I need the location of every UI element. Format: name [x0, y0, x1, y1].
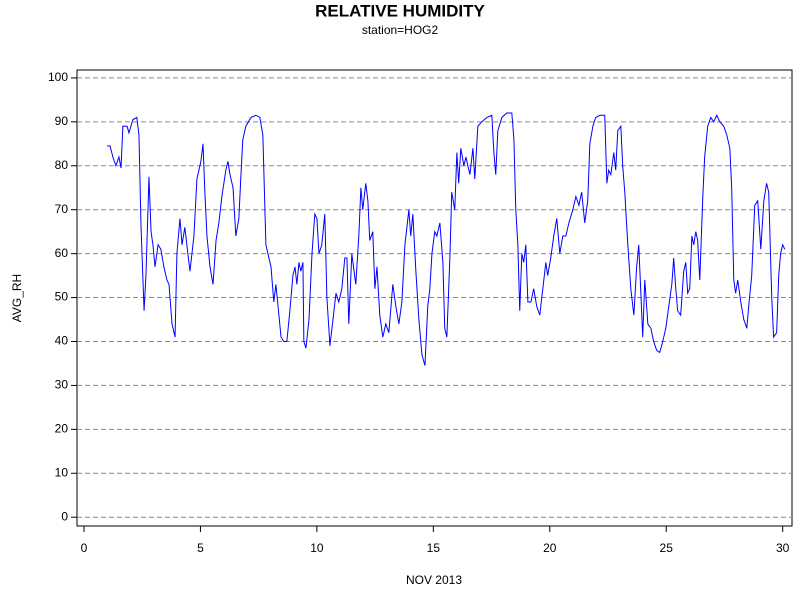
x-tick-label: 25 — [660, 541, 674, 555]
y-tick-label: 50 — [55, 290, 69, 304]
y-tick-label: 0 — [61, 509, 68, 523]
y-tick-label: 40 — [55, 334, 69, 348]
y-tick-label: 90 — [55, 114, 69, 128]
y-tick-label: 60 — [55, 246, 69, 260]
y-tick-label: 20 — [55, 422, 69, 436]
y-tick-label: 10 — [55, 465, 69, 479]
x-axis-label: NOV 2013 — [406, 573, 462, 587]
y-tick-label: 70 — [55, 202, 69, 216]
x-tick-label: 15 — [427, 541, 441, 555]
x-tick-label: 30 — [776, 541, 790, 555]
x-tick-label: 20 — [543, 541, 557, 555]
x-tick-label: 5 — [197, 541, 204, 555]
y-tick-label: 80 — [55, 158, 69, 172]
chart-subtitle: station=HOG2 — [362, 23, 439, 37]
x-tick-label: 10 — [310, 541, 324, 555]
y-tick-label: 100 — [48, 70, 68, 84]
chart-title: RELATIVE HUMIDITY — [315, 1, 485, 20]
data-line — [107, 112, 786, 366]
y-axis-label: AVG_RH — [10, 274, 24, 322]
x-tick-label: 0 — [81, 541, 88, 555]
y-tick-label: 30 — [55, 378, 69, 392]
